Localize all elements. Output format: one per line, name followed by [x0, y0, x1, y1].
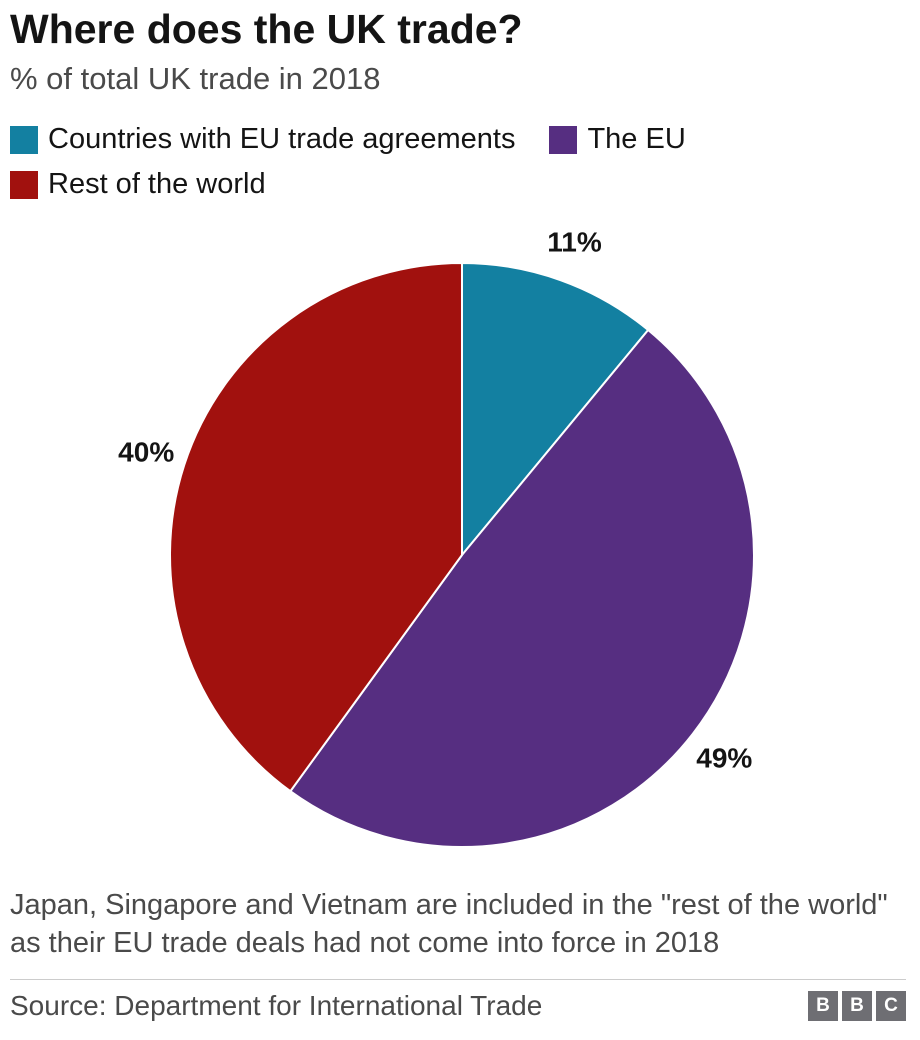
bbc-logo-letter: B: [842, 990, 872, 1021]
legend-item-2: Rest of the world: [10, 168, 266, 201]
source-text: Source: Department for International Tra…: [10, 989, 543, 1021]
legend-swatch-icon: [549, 125, 578, 154]
pie-slice-0: [461, 262, 650, 558]
legend-item-1: The EU: [549, 123, 686, 156]
pie-slice-1: [288, 328, 755, 849]
bbc-logo-letter: B: [808, 990, 838, 1021]
legend-item-0: Countries with EU trade agreements: [10, 123, 515, 156]
pie-chart: 11% 49% 40%: [118, 227, 755, 849]
legend-label: Countries with EU trade agreements: [48, 123, 516, 156]
chart-title: Where does the UK trade?: [10, 6, 523, 52]
bbc-logo-letter: C: [876, 990, 906, 1021]
slice-data-label: 11%: [547, 227, 602, 258]
legend-label: The EU: [587, 123, 686, 156]
legend-swatch-icon: [10, 170, 38, 199]
pie-chart-area: 11% 49% 40%: [10, 207, 906, 884]
source-row: Source: Department for International Tra…: [10, 990, 906, 1022]
footnote: Japan, Singapore and Vietnam are include…: [10, 889, 888, 960]
slice-data-label: 40%: [118, 437, 174, 468]
chart-subtitle: % of total UK trade in 2018: [10, 61, 381, 97]
divider-line: [10, 978, 906, 980]
legend: Countries with EU trade agreements The EU…: [10, 123, 906, 201]
pie-slice-2: [169, 262, 463, 793]
legend-label: Rest of the world: [48, 168, 266, 201]
legend-swatch-icon: [10, 125, 38, 154]
slice-data-label: 49%: [696, 743, 752, 774]
